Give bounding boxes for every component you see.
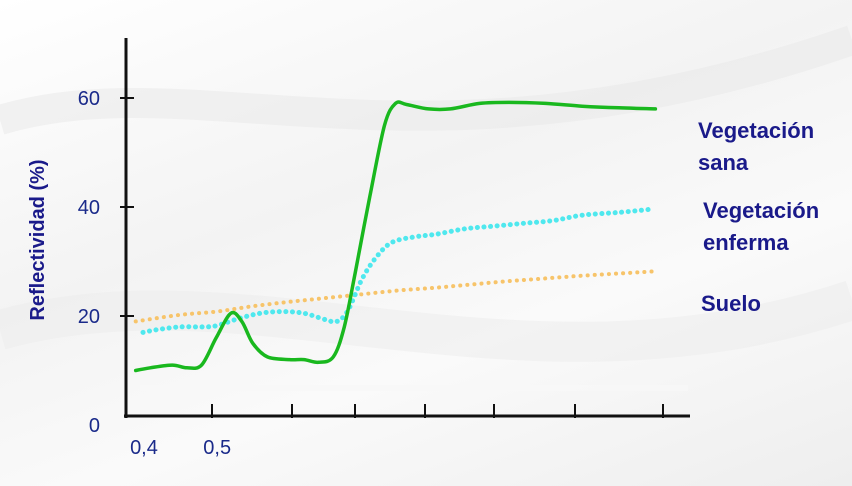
legend: Vegetación sana Vegetación enferma Suelo: [698, 118, 825, 316]
x-tick-label: 0,5: [203, 437, 231, 459]
x-tick-labels: 0,4 0,5: [130, 437, 231, 459]
y-tick-label: 0: [89, 415, 100, 437]
legend-line: enferma: [703, 230, 789, 255]
y-tick-label: 60: [78, 88, 100, 110]
y-tick-label: 20: [78, 306, 100, 328]
series-layer: [133, 100, 658, 373]
legend-label-suelo: Suelo: [701, 291, 761, 316]
y-tick-label: 40: [78, 197, 100, 219]
axes: 0 20 40 60 0,4 0,5: [78, 38, 690, 459]
x-tick-label: 0,4: [130, 437, 158, 459]
x-ticks: [211, 404, 664, 418]
series-line-vegetacion-sana: [133, 100, 658, 373]
legend-line: Suelo: [701, 291, 761, 316]
legend-label-vegetacion-enferma: Vegetación enferma: [703, 198, 825, 255]
legend-line: Vegetación: [703, 198, 819, 223]
background-decoration: [0, 25, 852, 391]
series-line-suelo: [133, 269, 658, 324]
y-ticks: 0 20 40 60: [78, 88, 134, 437]
legend-line: Vegetación: [698, 118, 814, 143]
y-axis-label: Reflectividad (%): [27, 159, 49, 320]
legend-label-vegetacion-sana: Vegetación sana: [698, 118, 820, 175]
legend-line: sana: [698, 150, 749, 175]
series-line-vegetacion-enferma: [140, 206, 655, 335]
